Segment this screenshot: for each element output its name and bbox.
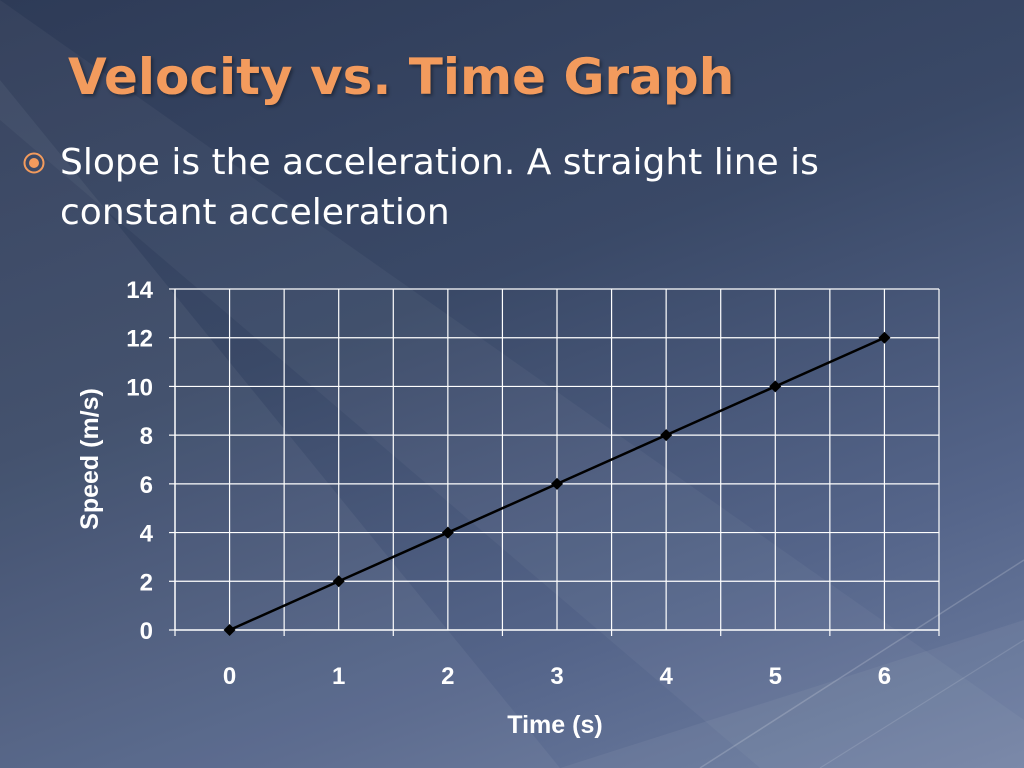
y-tick-label: 10 — [126, 374, 153, 401]
x-axis-label: Time (s) — [507, 711, 602, 739]
y-tick-label: 0 — [140, 618, 153, 645]
y-tick-labels: 0 2 4 6 8 10 12 14 — [126, 277, 153, 645]
x-tick-label: 0 — [223, 663, 236, 690]
data-point — [441, 526, 454, 539]
y-tick-label: 4 — [140, 521, 154, 548]
chart-grid — [175, 288, 940, 630]
x-tick-label: 3 — [550, 663, 563, 690]
data-point — [223, 624, 236, 636]
x-tick-labels: 0 1 2 3 4 5 6 — [223, 663, 891, 690]
target-ring-icon — [23, 152, 45, 174]
x-tick-label: 1 — [332, 663, 345, 690]
x-tick-label: 2 — [441, 663, 454, 690]
data-point — [878, 331, 891, 344]
y-tick-label: 8 — [140, 423, 153, 450]
data-point — [660, 429, 673, 442]
y-axis-label: Speed (m/s) — [76, 388, 104, 530]
series-markers — [223, 331, 891, 636]
bullet-point: Slope is the acceleration. A straight li… — [22, 138, 982, 238]
data-point — [332, 575, 345, 588]
x-tick-label: 5 — [769, 663, 782, 690]
bullet-text: Slope is the acceleration. A straight li… — [60, 142, 819, 233]
slide-title: Velocity vs. Time Graph — [68, 48, 735, 106]
x-tick-label: 6 — [878, 663, 891, 690]
y-tick-label: 14 — [126, 277, 153, 304]
data-point — [769, 380, 782, 393]
data-point — [551, 477, 563, 490]
x-tick-label: 4 — [659, 663, 673, 690]
y-tick-label: 6 — [140, 472, 153, 499]
chart-axes — [169, 288, 940, 636]
y-tick-label: 12 — [126, 326, 153, 353]
y-tick-label: 2 — [140, 569, 153, 596]
